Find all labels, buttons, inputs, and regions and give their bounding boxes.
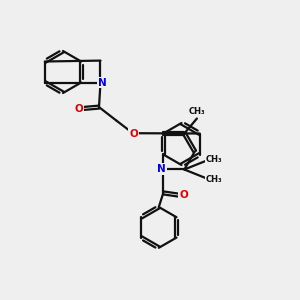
Text: O: O	[129, 129, 138, 139]
Text: N: N	[158, 164, 166, 174]
Text: O: O	[179, 190, 188, 200]
Text: CH₃: CH₃	[206, 175, 223, 184]
Text: CH₃: CH₃	[189, 107, 205, 116]
Text: N: N	[98, 77, 106, 88]
Text: CH₃: CH₃	[206, 155, 223, 164]
Text: O: O	[75, 103, 84, 114]
